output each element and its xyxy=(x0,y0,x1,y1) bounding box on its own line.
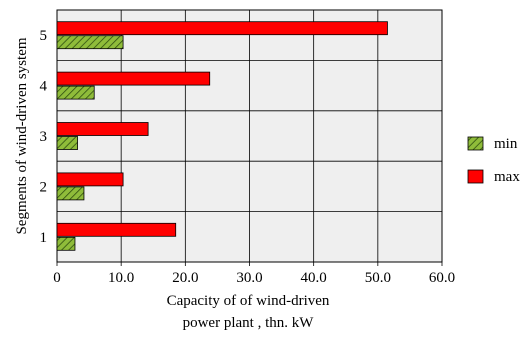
bar-min-3 xyxy=(56,136,78,150)
bar-max-5 xyxy=(56,21,388,36)
legend-label-min: min xyxy=(494,136,518,152)
x-axis-label-line1: Capacity of of wind-driven xyxy=(167,293,330,309)
x-tick-label: 20.0 xyxy=(172,270,198,286)
y-axis-label: Segments of wind-driven system xyxy=(14,37,30,234)
y-tick-label: 1 xyxy=(40,230,48,246)
x-tick-label: 0 xyxy=(53,270,61,286)
x-tick-label: 60.0 xyxy=(429,270,455,286)
x-tick-label: 40.0 xyxy=(301,270,327,286)
bars xyxy=(56,21,388,251)
bar-max-4 xyxy=(56,71,211,86)
bar-max-1 xyxy=(56,222,177,237)
bar-min-4 xyxy=(56,85,95,100)
x-axis-label-line2: power plant , thn. kW xyxy=(183,315,315,331)
y-tick-labels: 1 2 3 4 5 xyxy=(40,28,48,246)
bar-max-2 xyxy=(56,172,124,187)
bar-min-2 xyxy=(56,186,85,201)
x-tick-labels: 0 10.0 20.0 30.0 40.0 50.0 60.0 xyxy=(53,262,455,286)
x-tick-label: 10.0 xyxy=(108,270,134,286)
y-tick-label: 2 xyxy=(40,179,48,195)
y-tick-label: 4 xyxy=(40,79,48,95)
y-tick-label: 5 xyxy=(40,28,48,44)
legend-label-max: max xyxy=(494,169,520,185)
y-tick-label: 3 xyxy=(40,129,48,145)
legend-swatch-max xyxy=(467,169,484,184)
bar-min-5 xyxy=(56,35,124,50)
bar-max-3 xyxy=(56,122,149,136)
bar-min-1 xyxy=(56,236,76,251)
x-tick-label: 30.0 xyxy=(236,270,262,286)
grid-lines xyxy=(57,10,442,262)
x-tick-label: 50.0 xyxy=(365,270,391,286)
legend: min max xyxy=(467,136,520,185)
legend-swatch-min xyxy=(467,136,484,151)
